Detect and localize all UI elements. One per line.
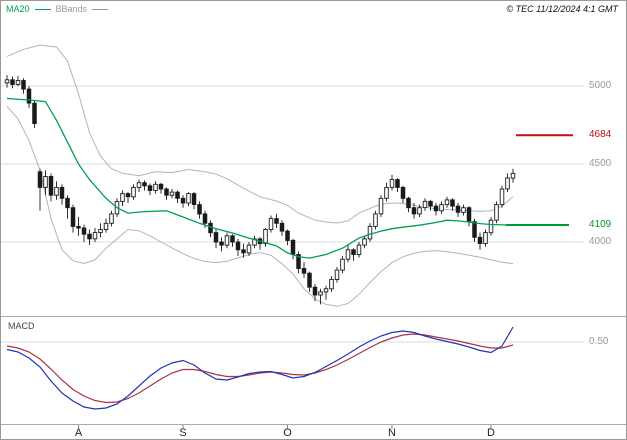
month-label: D bbox=[487, 427, 495, 439]
month-label: N bbox=[388, 427, 396, 439]
month-label: S bbox=[179, 427, 187, 439]
month-label: O bbox=[283, 427, 292, 439]
bollinger-lower-band bbox=[6, 105, 514, 307]
candlestick-series bbox=[4, 75, 516, 305]
ma20-line bbox=[6, 97, 508, 259]
bbands-line-swatch-icon bbox=[92, 8, 109, 10]
macd-signal-line bbox=[6, 333, 514, 404]
macd-grid-label: 0.50 bbox=[589, 336, 609, 347]
level-markers bbox=[506, 134, 573, 226]
panel-separator-top bbox=[1, 316, 626, 317]
macd-panel-label: MACD bbox=[8, 321, 35, 331]
legend-bbands-label: BBands bbox=[55, 4, 88, 14]
ma20-line-swatch-icon bbox=[34, 8, 51, 10]
price-label-4500: 4500 bbox=[589, 158, 612, 169]
price-label-5000: 5000 bbox=[589, 80, 612, 91]
chart-legend: MA20 BBands bbox=[6, 4, 109, 14]
panel-separator-bottom bbox=[1, 424, 626, 425]
month-label: A bbox=[74, 427, 83, 439]
month-ticks bbox=[78, 425, 492, 429]
macd-line bbox=[6, 326, 514, 410]
bollinger-upper-band bbox=[6, 44, 514, 224]
legend-ma20-label: MA20 bbox=[6, 4, 30, 14]
marker-price-label-green: 4109 bbox=[589, 219, 612, 230]
copyright-text: © TEC 11/12/2024 4:1 GMT bbox=[506, 4, 618, 14]
price-label-4000: 4000 bbox=[589, 236, 612, 247]
marker-price-label-red: 4684 bbox=[589, 129, 612, 140]
